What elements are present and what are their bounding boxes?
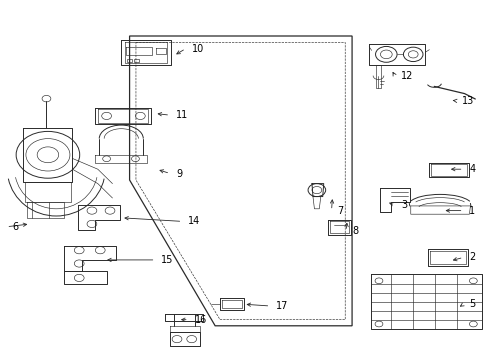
Text: 15: 15 (161, 255, 173, 265)
Text: 12: 12 (400, 71, 412, 81)
Text: 10: 10 (191, 44, 203, 54)
Text: 5: 5 (468, 299, 475, 309)
Bar (127, 59, 132, 62)
Text: 14: 14 (188, 216, 200, 226)
Text: 8: 8 (351, 226, 358, 236)
Text: 1: 1 (468, 206, 475, 216)
Text: 17: 17 (276, 301, 288, 311)
Bar (134, 59, 139, 62)
Text: 11: 11 (176, 110, 188, 120)
Text: 3: 3 (400, 200, 407, 210)
Text: 13: 13 (461, 96, 473, 106)
Text: 2: 2 (468, 252, 475, 262)
Polygon shape (129, 36, 351, 326)
Text: 16: 16 (194, 315, 206, 325)
Text: 9: 9 (176, 168, 182, 179)
Text: 4: 4 (468, 164, 475, 174)
Text: 7: 7 (337, 206, 343, 216)
Text: 6: 6 (12, 222, 19, 232)
